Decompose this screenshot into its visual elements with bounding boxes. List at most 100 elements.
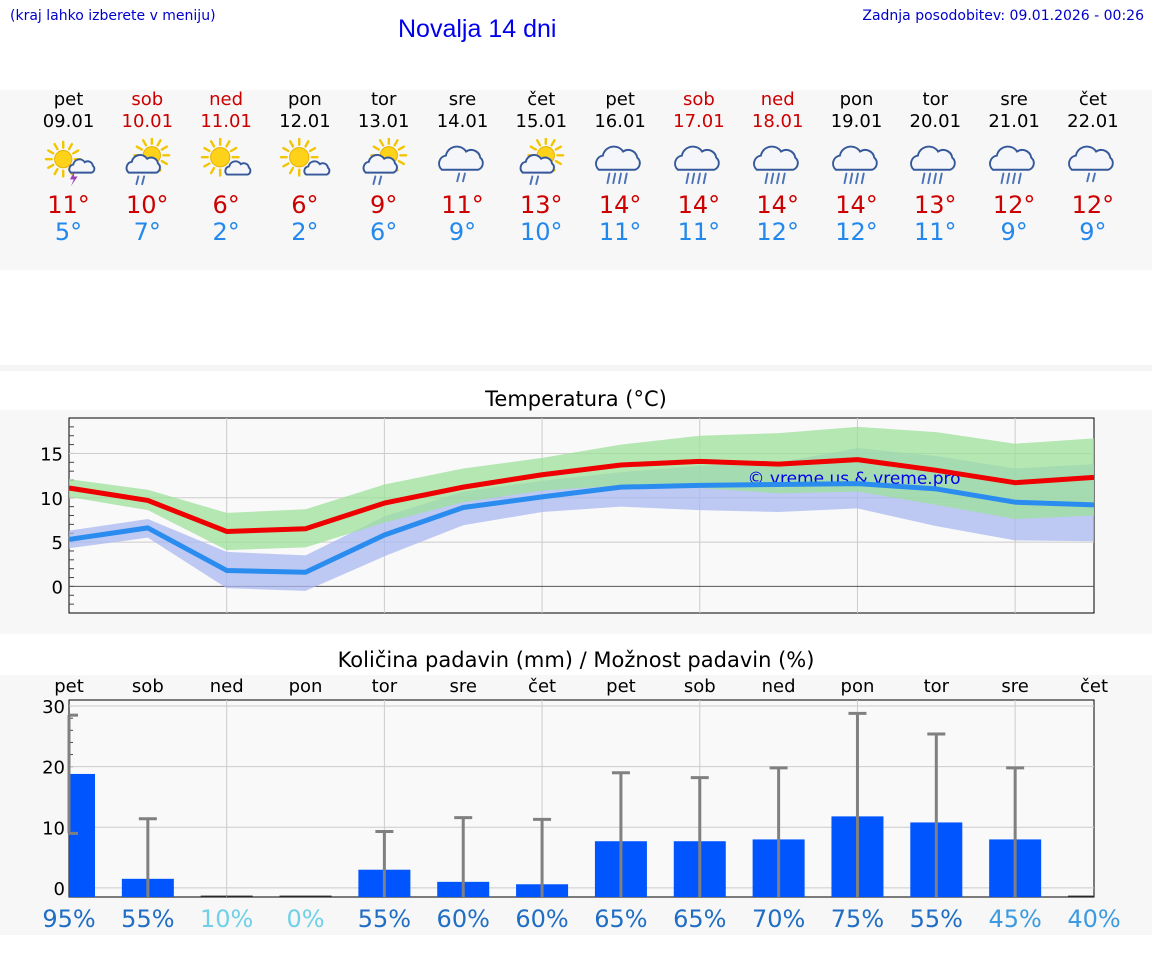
sun-ray: [229, 146, 238, 153]
location-menu-hint: (kraj lahko izberete v meniju): [10, 8, 216, 24]
max-temp: 13°: [914, 191, 957, 219]
sun-ray: [372, 145, 380, 151]
raindrop: [535, 175, 540, 186]
sun-ray: [288, 166, 295, 175]
raindrop: [1012, 172, 1017, 185]
sun-ray: [397, 159, 405, 166]
weather-icon: [910, 145, 957, 185]
day-date: 11.01: [200, 111, 252, 132]
sun-ray: [288, 140, 295, 148]
weather-icon: [595, 145, 641, 185]
sun-ray: [554, 145, 563, 151]
day-date: 13.01: [357, 111, 410, 132]
raindrop: [696, 172, 701, 185]
day-forecast: sob 17.01 14° 11°: [659, 89, 738, 247]
cloud-shape: [362, 154, 398, 174]
raindrop: [702, 172, 707, 185]
weather-icon: [44, 140, 95, 187]
max-temp: 14°: [756, 191, 799, 219]
raindrop: [606, 172, 611, 185]
raindrop: [612, 172, 617, 185]
y-tick-label: 0: [54, 879, 65, 900]
raindrop: [1091, 172, 1096, 183]
weather-icon: [200, 138, 252, 177]
day-name: sre: [448, 89, 477, 110]
sun-ray: [304, 140, 310, 148]
cloud-heavy-rain-icon: [752, 145, 799, 185]
min-temp: 6°: [370, 218, 398, 246]
precip-probability: 60%: [437, 905, 490, 933]
max-temp-line: [68, 457, 1095, 534]
sun-disc: [53, 150, 72, 169]
day-name: sob: [131, 89, 164, 110]
y-tick-label: 20: [42, 758, 65, 779]
raindrop: [141, 175, 146, 186]
x-category-label: pon: [289, 676, 323, 697]
precip-probability: 55%: [910, 905, 963, 933]
day-date: 14.01: [436, 111, 489, 132]
sun-ray: [529, 145, 538, 151]
day-name: ned: [209, 89, 244, 110]
day-forecast: pet 09.01 11° 5°: [29, 90, 108, 246]
day-forecast: pon 12.01 6° 2°: [265, 89, 344, 247]
sun-ray: [46, 163, 54, 170]
min-temp: 11°: [914, 218, 957, 246]
raindrop: [769, 172, 774, 185]
x-category-label: čet: [528, 676, 556, 697]
sun-ray: [393, 139, 399, 147]
raindrop: [843, 172, 847, 185]
weather-icon: [519, 138, 565, 186]
day-name: pet: [605, 89, 635, 110]
cloud-heavy-rain-icon: [831, 145, 878, 185]
weather-icon: [362, 138, 408, 186]
precip-bar: [69, 773, 95, 897]
sun-ray: [308, 146, 317, 153]
x-category-label: sob: [684, 676, 716, 697]
precip-probability: 0%: [286, 905, 324, 933]
day-name: tor: [922, 89, 949, 110]
x-category-label: pet: [606, 676, 636, 697]
x-category-label: ned: [762, 676, 796, 697]
raindrop: [623, 172, 628, 185]
cloud-shape: [1067, 145, 1114, 171]
daily-forecast-strip: pet 09.01 11° 5° sob 10.01 10° 7° ned 11.01 6° 2° po…: [0, 90, 1152, 270]
raindrop: [939, 172, 943, 185]
y-tick-label: 5: [52, 533, 63, 554]
max-temp: 12°: [992, 191, 1036, 219]
day-name: ned: [760, 89, 795, 110]
min-temp: 9°: [1000, 218, 1028, 246]
day-forecast: pet 16.01 14° 11°: [581, 89, 660, 247]
day-name: sob: [682, 89, 715, 110]
raindrop: [618, 172, 623, 185]
raindrop: [854, 172, 859, 185]
raindrop: [781, 172, 786, 185]
sun-ray: [209, 140, 216, 148]
sun-ray: [550, 139, 556, 147]
raindrop: [461, 172, 466, 183]
day-date: 22.01: [1067, 111, 1119, 132]
raindrop: [775, 172, 780, 185]
precip-probability: 55%: [121, 905, 174, 933]
precip-probability: 70%: [752, 905, 805, 933]
x-category-label: pet: [54, 676, 84, 697]
raindrop: [921, 172, 926, 185]
day-forecast: ned 11.01 6° 2°: [187, 89, 266, 247]
day-name: pon: [287, 89, 322, 110]
min-temp-line: [68, 481, 1095, 575]
precip-probability: 45%: [988, 905, 1041, 933]
cloud-shape: [437, 145, 484, 171]
sun-ray: [52, 142, 59, 151]
raindrop: [933, 172, 938, 185]
max-temp: 6°: [212, 191, 240, 219]
y-tick-label: 10: [42, 818, 65, 839]
lightning-bolt: [69, 170, 78, 187]
max-temp: 11°: [47, 191, 90, 219]
min-temp: 9°: [448, 218, 477, 246]
day-forecast: sre 14.01 11° 9°: [423, 89, 502, 247]
raindrop: [529, 175, 534, 186]
x-category-label: ned: [210, 676, 244, 697]
cloud-shape: [595, 145, 641, 171]
y-tick-label: 0: [52, 577, 63, 598]
day-date: 09.01: [42, 111, 95, 132]
